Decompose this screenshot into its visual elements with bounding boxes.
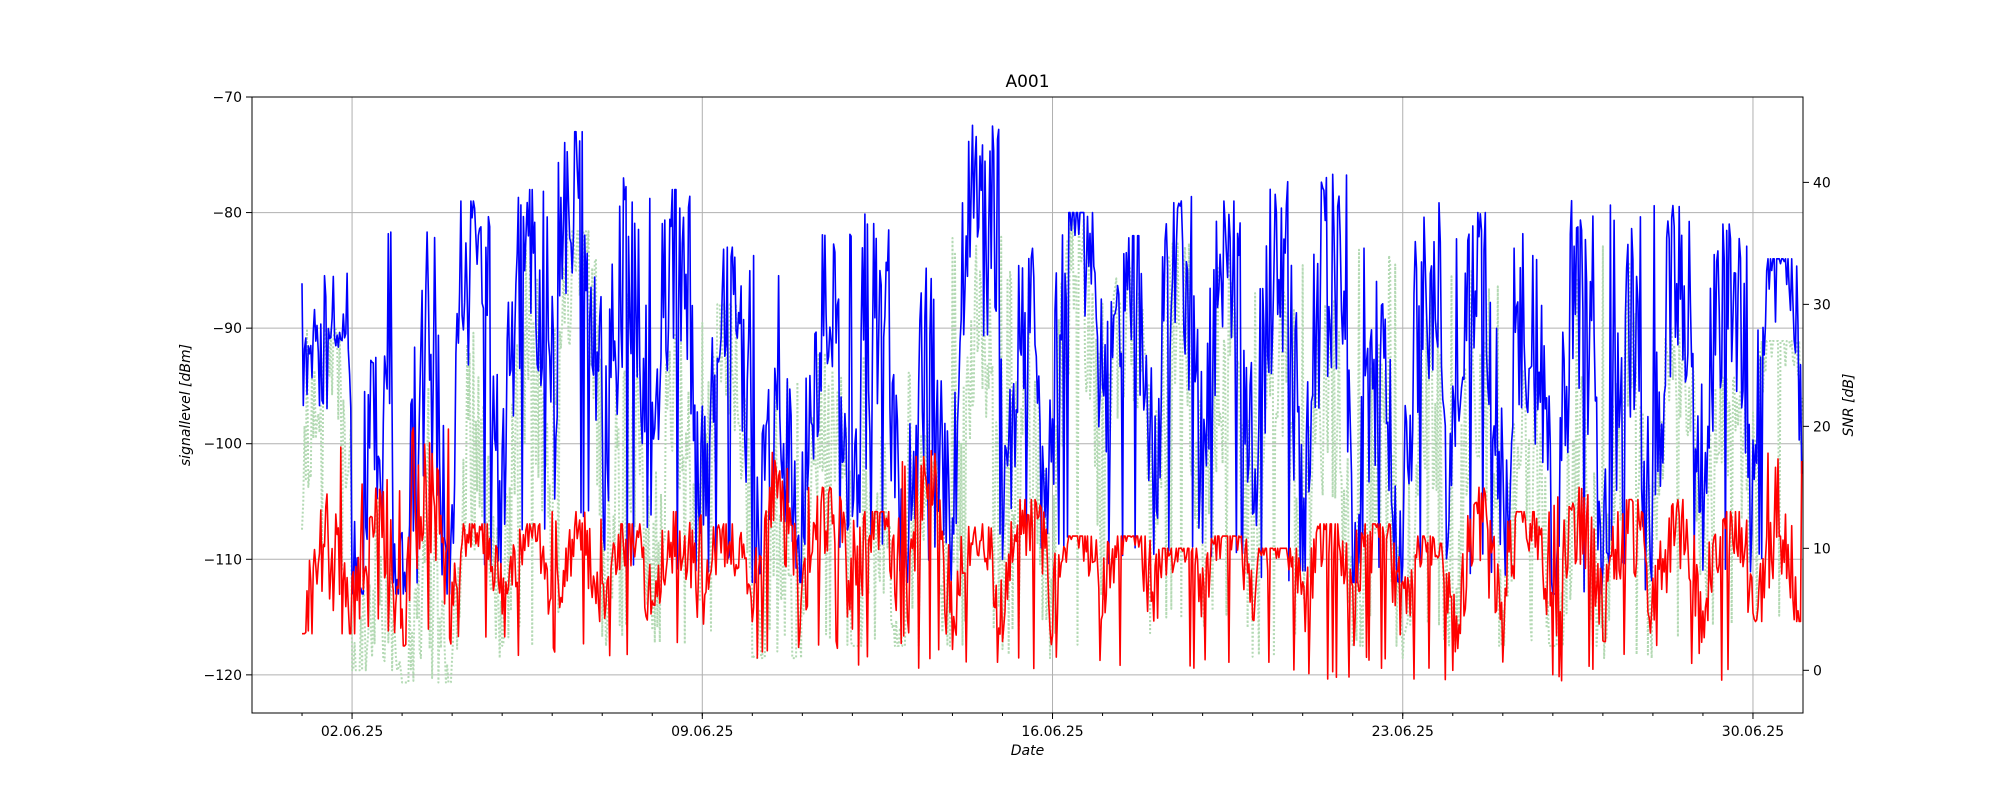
x-tick-label: 02.06.25 (321, 724, 383, 740)
y-left-tick-label: −70 (212, 90, 242, 106)
y-left-tick-label: −90 (212, 321, 242, 337)
x-tick-label: 16.06.25 (1021, 724, 1083, 740)
y-left-tick-label: −120 (204, 668, 242, 684)
y-right-tick-label: 40 (1813, 175, 1831, 191)
y-left-tick-label: −80 (212, 206, 242, 222)
y-right-tick-label: 30 (1813, 297, 1831, 313)
y-right-tick-label: 10 (1813, 541, 1831, 557)
series-line-2 (301, 124, 1803, 595)
plot-frame (251, 96, 1804, 714)
y-axis-right-title: SNR [dB] (1841, 374, 1857, 437)
plot-series (301, 124, 1803, 684)
series-line-1 (301, 218, 1803, 684)
x-tick-label: 09.06.25 (671, 724, 733, 740)
x-tick-label: 30.06.25 (1722, 724, 1784, 740)
chart-title: A001 (1005, 72, 1049, 92)
y-axis-left-title: signallevel [dBm] (178, 344, 194, 466)
y-left-tick-label: −110 (204, 552, 242, 568)
y-right-tick-label: 20 (1813, 419, 1831, 435)
x-tick-label: 23.06.25 (1372, 724, 1434, 740)
y-left-tick-label: −100 (204, 437, 242, 453)
axis-ticks: 02.06.25 09.06.25 16.06.25 23.06.25 30.06.25… (204, 90, 1831, 740)
series-line-3 (302, 426, 1803, 682)
y-right-tick-label: 0 (1813, 663, 1822, 679)
x-axis-title: Date (1011, 743, 1044, 759)
